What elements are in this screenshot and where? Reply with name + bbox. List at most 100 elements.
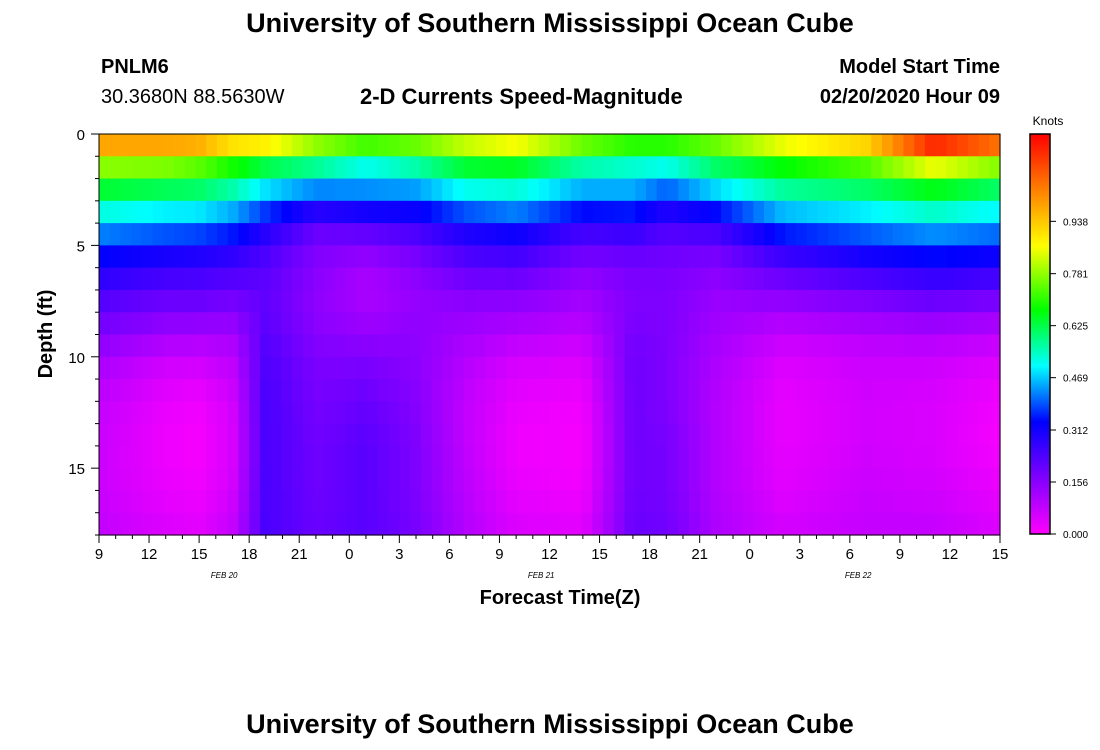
- heatmap-cell: [796, 445, 808, 469]
- heatmap-cell: [206, 245, 218, 269]
- heatmap-cell: [141, 490, 154, 514]
- heatmap-cell: [420, 490, 433, 514]
- heatmap-cell: [281, 134, 293, 157]
- heatmap-cell: [624, 468, 636, 492]
- heatmap-cell: [656, 490, 669, 514]
- heatmap-cell: [882, 245, 894, 269]
- heatmap-cell: [528, 468, 540, 492]
- heatmap-cell: [796, 267, 808, 291]
- heatmap-cell: [742, 490, 754, 514]
- heatmap-cell: [860, 334, 872, 358]
- heatmap-cell: [849, 423, 862, 447]
- heatmap-cell: [957, 312, 969, 336]
- heatmap-cell: [388, 200, 400, 224]
- heatmap-cell: [989, 334, 1001, 358]
- heatmap-cell: [721, 200, 733, 224]
- heatmap-cell: [785, 334, 797, 358]
- heatmap-cell: [774, 289, 787, 313]
- heatmap-cell: [796, 312, 808, 336]
- heatmap-cell: [764, 490, 776, 514]
- heatmap-cell: [721, 379, 733, 402]
- heatmap-cell: [924, 445, 937, 469]
- heatmap-cell: [957, 245, 969, 269]
- heatmap-cell: [592, 490, 604, 514]
- heatmap-cell: [324, 200, 336, 224]
- heatmap-cell: [463, 334, 476, 358]
- heatmap-cell: [667, 267, 679, 291]
- heatmap-cell: [281, 200, 293, 224]
- heatmap-cell: [99, 134, 111, 157]
- heatmap-cell: [903, 401, 915, 425]
- heatmap-cell: [410, 312, 422, 336]
- heatmap-cell: [592, 289, 604, 313]
- heatmap-cell: [249, 134, 261, 157]
- heatmap-cell: [367, 156, 379, 180]
- heatmap-cell: [849, 490, 862, 514]
- heatmap-cell: [549, 223, 561, 246]
- heatmap-cell: [806, 200, 819, 224]
- heatmap-cell: [742, 178, 754, 202]
- heatmap-cell: [924, 289, 937, 313]
- heatmap-cell: [313, 156, 325, 180]
- heatmap-cell: [399, 401, 411, 425]
- heatmap-cell: [109, 468, 122, 492]
- heatmap-cell: [935, 267, 947, 291]
- heatmap-cell: [431, 445, 443, 469]
- heatmap-cell: [806, 401, 819, 425]
- heatmap-cell: [935, 468, 947, 492]
- heatmap-cell: [839, 379, 851, 402]
- heatmap-cell: [796, 423, 808, 447]
- heatmap-cell: [849, 356, 862, 380]
- heatmap-cell: [935, 401, 947, 425]
- colorbar-title: Knots: [1033, 114, 1064, 128]
- heatmap-cell: [624, 134, 636, 157]
- heatmap-cell: [238, 445, 250, 469]
- heatmap-cell: [431, 312, 443, 336]
- heatmap-cell: [388, 245, 400, 269]
- heatmap-cell: [656, 445, 669, 469]
- heatmap-cell: [806, 178, 819, 202]
- heatmap-cell: [592, 134, 604, 157]
- heatmap-cell: [785, 134, 797, 157]
- heatmap-cell: [324, 267, 336, 291]
- heatmap-cell: [570, 289, 583, 313]
- heatmap-cell: [184, 289, 197, 313]
- heatmap-cell: [99, 178, 111, 202]
- heatmap-cell: [452, 468, 465, 492]
- heatmap-cell: [817, 490, 829, 514]
- heatmap-cell: [174, 490, 186, 514]
- heatmap-cell: [184, 334, 197, 358]
- heatmap-cell: [828, 312, 840, 336]
- heatmap-cell: [764, 423, 776, 447]
- heatmap-cell: [377, 312, 390, 336]
- heatmap-cell: [688, 223, 701, 246]
- heatmap-cell: [646, 356, 658, 380]
- heatmap-cell: [474, 134, 486, 157]
- heatmap-cell: [410, 200, 422, 224]
- heatmap-cell: [431, 245, 443, 269]
- heatmap-cell: [957, 379, 969, 402]
- heatmap-cell: [978, 423, 990, 447]
- heatmap-cell: [388, 423, 400, 447]
- heatmap-cell: [99, 334, 111, 358]
- heatmap-cell: [377, 445, 390, 469]
- heatmap-cell: [860, 289, 872, 313]
- heatmap-cell: [206, 334, 218, 358]
- heatmap-cell: [463, 245, 476, 269]
- heatmap-cell: [431, 289, 443, 313]
- heatmap-cell: [388, 267, 400, 291]
- heatmap-cell: [506, 312, 518, 336]
- heatmap-cell: [292, 289, 304, 313]
- heatmap-cell: [238, 356, 250, 380]
- heatmap-cell: [195, 312, 207, 336]
- heatmap-cell: [710, 512, 722, 536]
- heatmap-cell: [495, 223, 508, 246]
- heatmap-cell: [485, 156, 497, 180]
- heatmap-cell: [710, 200, 722, 224]
- heatmap-cell: [581, 178, 594, 202]
- heatmap-cell: [184, 423, 197, 447]
- heatmap-cell: [635, 490, 647, 514]
- heatmap-cell: [538, 512, 551, 536]
- heatmap-cell: [442, 401, 454, 425]
- heatmap-cell: [935, 245, 947, 269]
